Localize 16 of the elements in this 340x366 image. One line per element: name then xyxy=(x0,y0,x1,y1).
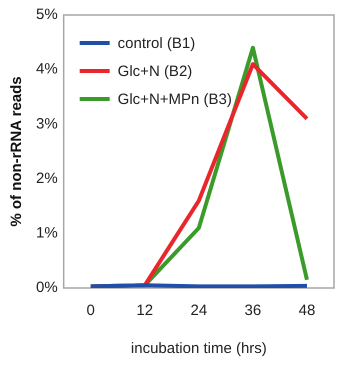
y-axis-title: % of non-rRNA reads xyxy=(8,76,26,227)
legend-label: control (B1) xyxy=(118,35,196,52)
x-tick-label: 48 xyxy=(298,302,316,320)
y-tick-label: 4% xyxy=(36,60,58,78)
y-tick-label: 1% xyxy=(36,224,58,242)
legend-label: Glc+N+MPn (B3) xyxy=(118,91,232,108)
x-tick-label: 24 xyxy=(190,302,208,320)
x-tick-label: 36 xyxy=(244,302,262,320)
y-tick-label: 2% xyxy=(36,170,58,187)
x-tick-label: 0 xyxy=(86,302,95,320)
legend-label: Glc+N (B2) xyxy=(118,63,192,80)
x-tick-label: 12 xyxy=(136,302,154,320)
x-axis-title: incubation time (hrs) xyxy=(130,340,267,358)
y-tick-label: 5% xyxy=(36,6,58,24)
y-tick-label: 3% xyxy=(36,115,58,132)
y-tick-label: 0% xyxy=(36,279,58,296)
